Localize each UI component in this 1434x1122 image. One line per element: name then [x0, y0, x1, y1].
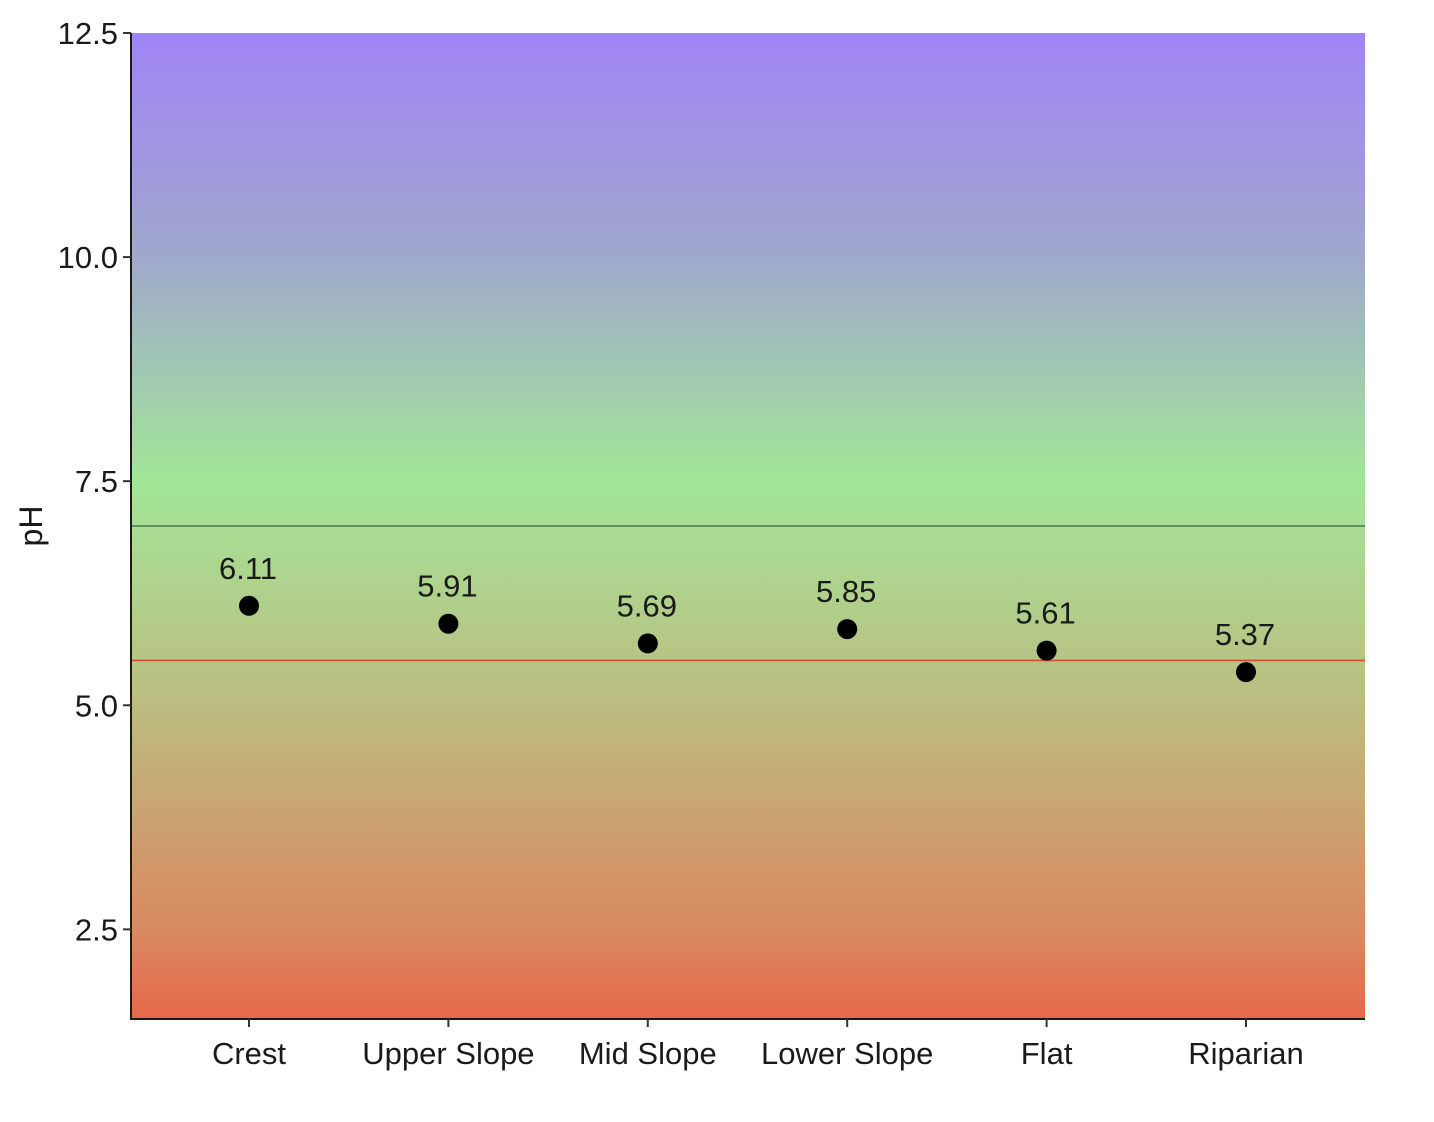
data-point — [837, 619, 858, 640]
y-tick-label: 5.0 — [75, 688, 118, 723]
data-point — [239, 595, 259, 616]
x-tick-label: Lower Slope — [761, 1036, 933, 1071]
data-label: 5.37 — [1215, 617, 1275, 652]
x-tick-label: Mid Slope — [579, 1036, 717, 1071]
y-tick-label: 7.5 — [75, 464, 118, 499]
x-tick-label: Riparian — [1188, 1036, 1303, 1071]
x-tick-label: Upper Slope — [362, 1036, 534, 1071]
data-label: 5.61 — [1015, 596, 1075, 631]
data-label: 5.85 — [816, 574, 876, 609]
reference-lines — [131, 525, 1365, 662]
data-point — [1036, 640, 1057, 661]
data-labels: 6.11 5.91 5.69 5.85 5.61 5.37 — [219, 551, 1275, 652]
axes — [130, 33, 1365, 1020]
y-tick-label: 12.5 — [58, 16, 118, 51]
data-points — [239, 595, 1256, 683]
data-point — [438, 613, 459, 634]
data-point — [637, 633, 658, 654]
y-tick-label: 2.5 — [75, 912, 118, 947]
y-tick-label: 10.0 — [58, 240, 118, 275]
x-tick-label: Flat — [1021, 1036, 1073, 1071]
y-axis-title: pH — [13, 506, 49, 547]
data-label: 5.91 — [417, 569, 477, 604]
data-point — [1236, 662, 1256, 683]
y-axis-ticks: 2.5 5.0 7.5 10.0 12.5 — [58, 16, 131, 947]
data-label: 5.69 — [617, 588, 677, 623]
data-label: 6.11 — [219, 551, 277, 586]
x-tick-label: Crest — [212, 1036, 286, 1071]
x-axis-ticks: Crest Upper Slope Mid Slope Lower Slope Flat… — [212, 1019, 1304, 1071]
